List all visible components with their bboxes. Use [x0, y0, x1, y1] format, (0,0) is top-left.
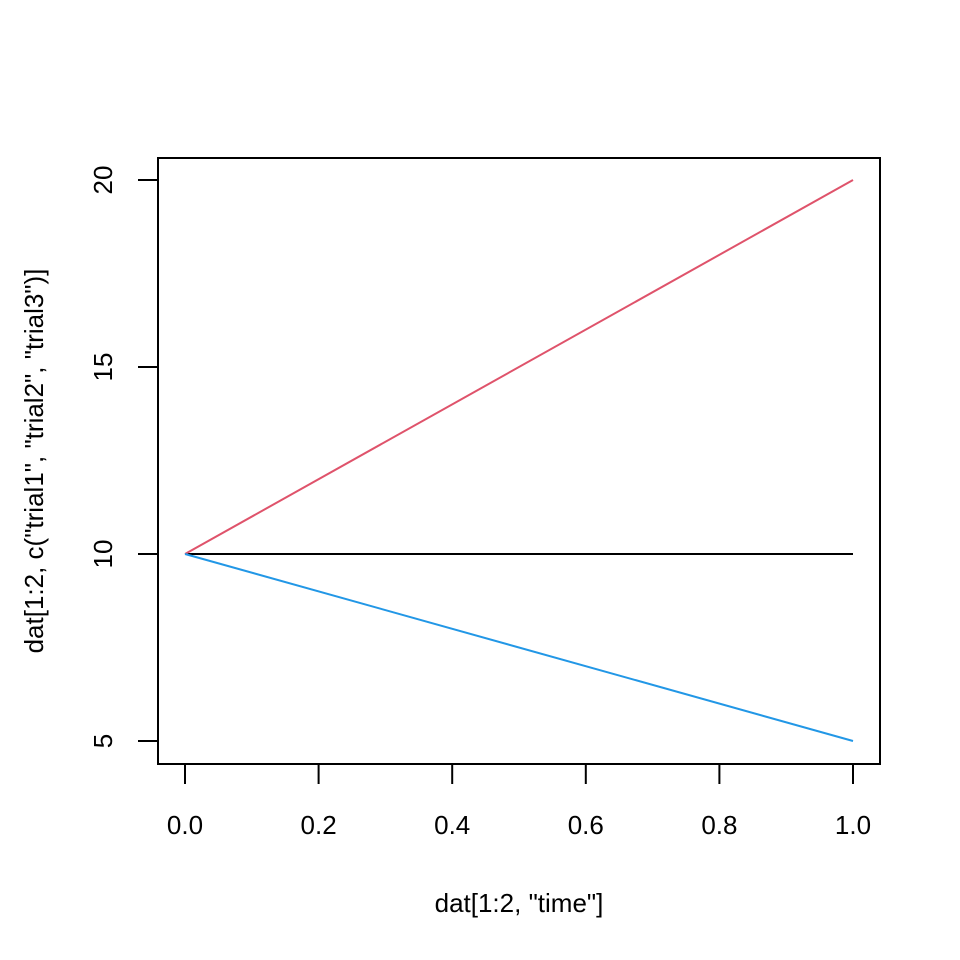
- x-tick-label: 0.8: [701, 810, 737, 840]
- y-tick-label: 20: [88, 166, 118, 195]
- y-tick-label: 10: [88, 540, 118, 569]
- y-axis: 5 10 15 20: [88, 166, 159, 748]
- x-tick-label: 1.0: [835, 810, 871, 840]
- x-tick-label: 0.6: [568, 810, 604, 840]
- y-axis-title: dat[1:2, c("trial1", "trial2", "trial3")…: [19, 269, 49, 654]
- plot-frame: [157, 157, 881, 765]
- x-axis-title: dat[1:2, "time"]: [435, 888, 604, 918]
- x-tick-label: 0.0: [167, 810, 203, 840]
- series-layer: [184, 179, 854, 742]
- x-tick-label: 0.2: [301, 810, 337, 840]
- y-tick-label: 15: [88, 353, 118, 382]
- series-line-2: [184, 179, 854, 555]
- series-line-3: [184, 553, 854, 742]
- x-tick-label: 0.4: [434, 810, 470, 840]
- x-axis: 0.0 0.2 0.4 0.6 0.8 1.0: [167, 763, 871, 840]
- y-tick-label: 5: [88, 734, 118, 748]
